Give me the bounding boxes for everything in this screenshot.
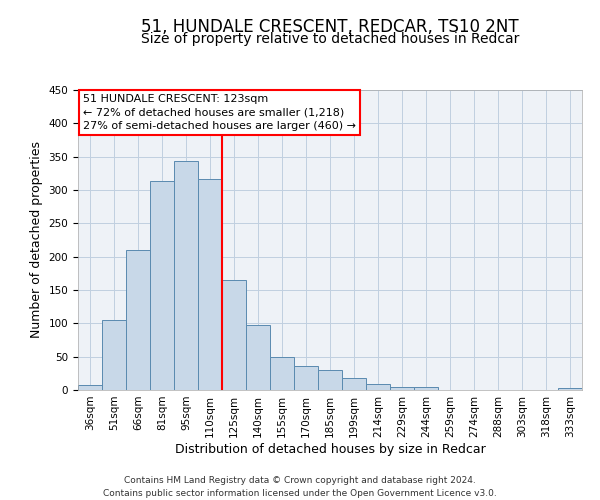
Bar	[390, 386, 414, 390]
X-axis label: Distribution of detached houses by size in Redcar: Distribution of detached houses by size …	[175, 442, 485, 456]
Text: 51, HUNDALE CRESCENT, REDCAR, TS10 2NT: 51, HUNDALE CRESCENT, REDCAR, TS10 2NT	[141, 18, 519, 36]
Text: 51 HUNDALE CRESCENT: 123sqm
← 72% of detached houses are smaller (1,218)
27% of : 51 HUNDALE CRESCENT: 123sqm ← 72% of det…	[83, 94, 356, 131]
Bar	[270, 356, 294, 390]
Bar	[150, 182, 174, 390]
Bar	[342, 378, 366, 390]
Bar	[78, 386, 102, 390]
Bar	[294, 366, 318, 390]
Bar	[558, 388, 582, 390]
Bar	[414, 386, 438, 390]
Bar	[318, 370, 342, 390]
Bar	[366, 384, 390, 390]
Y-axis label: Number of detached properties: Number of detached properties	[30, 142, 43, 338]
Text: Contains HM Land Registry data © Crown copyright and database right 2024.
Contai: Contains HM Land Registry data © Crown c…	[103, 476, 497, 498]
Bar	[198, 178, 222, 390]
Bar	[246, 326, 270, 390]
Text: Size of property relative to detached houses in Redcar: Size of property relative to detached ho…	[141, 32, 519, 46]
Bar	[174, 160, 198, 390]
Bar	[102, 320, 126, 390]
Bar	[126, 250, 150, 390]
Bar	[222, 280, 246, 390]
